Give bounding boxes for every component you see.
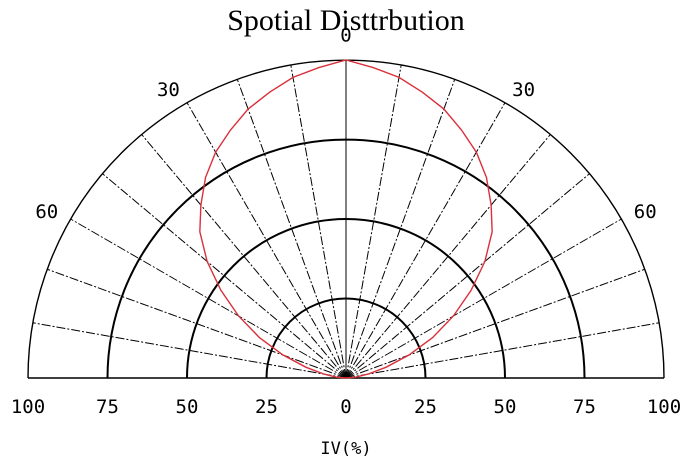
radial-tick-labels: 100 75 50 25 0 25 50 75 100 bbox=[11, 396, 681, 418]
radial-tick-label: 100 bbox=[11, 396, 45, 418]
chart-title: Spotial Disttrbution bbox=[227, 4, 465, 37]
grid-spoke-50 bbox=[345, 173, 590, 379]
grid-spoke-m30 bbox=[186, 102, 347, 379]
x-axis-label: IV(%) bbox=[320, 439, 371, 459]
angle-label: 0 bbox=[340, 25, 351, 47]
angle-label: 30 bbox=[512, 79, 535, 101]
grid-spoke-m40 bbox=[141, 134, 347, 379]
angle-labels: 0 30 30 60 60 bbox=[35, 25, 656, 223]
grid-spoke-m80 bbox=[32, 322, 347, 379]
radial-tick-label: 25 bbox=[255, 396, 278, 418]
radial-tick-label: 50 bbox=[494, 396, 517, 418]
grid-spoke-60 bbox=[345, 218, 622, 379]
angle-label: 60 bbox=[35, 201, 58, 223]
grid-spoke-10 bbox=[345, 64, 402, 379]
radial-tick-label: 75 bbox=[96, 396, 119, 418]
radial-tick-label: 0 bbox=[340, 396, 351, 418]
grid-spoke-m50 bbox=[102, 173, 347, 379]
radial-tick-label: 50 bbox=[176, 396, 199, 418]
grid-spoke-30 bbox=[345, 102, 506, 379]
series-line-0 bbox=[199, 59, 493, 379]
angle-label: 60 bbox=[634, 201, 657, 223]
grid-spoke-20 bbox=[345, 79, 456, 379]
radial-tick-label: 25 bbox=[414, 396, 437, 418]
polar-grid bbox=[27, 59, 665, 379]
grid-spoke-80 bbox=[345, 322, 660, 379]
series-layer bbox=[199, 59, 493, 379]
grid-spoke-m70 bbox=[47, 268, 347, 379]
grid-spoke-40 bbox=[345, 134, 551, 379]
grid-spoke-m60 bbox=[70, 218, 347, 379]
grid-spoke-m20 bbox=[236, 79, 347, 379]
radial-tick-label: 100 bbox=[647, 396, 681, 418]
radial-tick-label: 75 bbox=[573, 396, 596, 418]
grid-spoke-m10 bbox=[290, 64, 347, 379]
grid-spoke-70 bbox=[345, 268, 645, 379]
angle-label: 30 bbox=[157, 79, 180, 101]
